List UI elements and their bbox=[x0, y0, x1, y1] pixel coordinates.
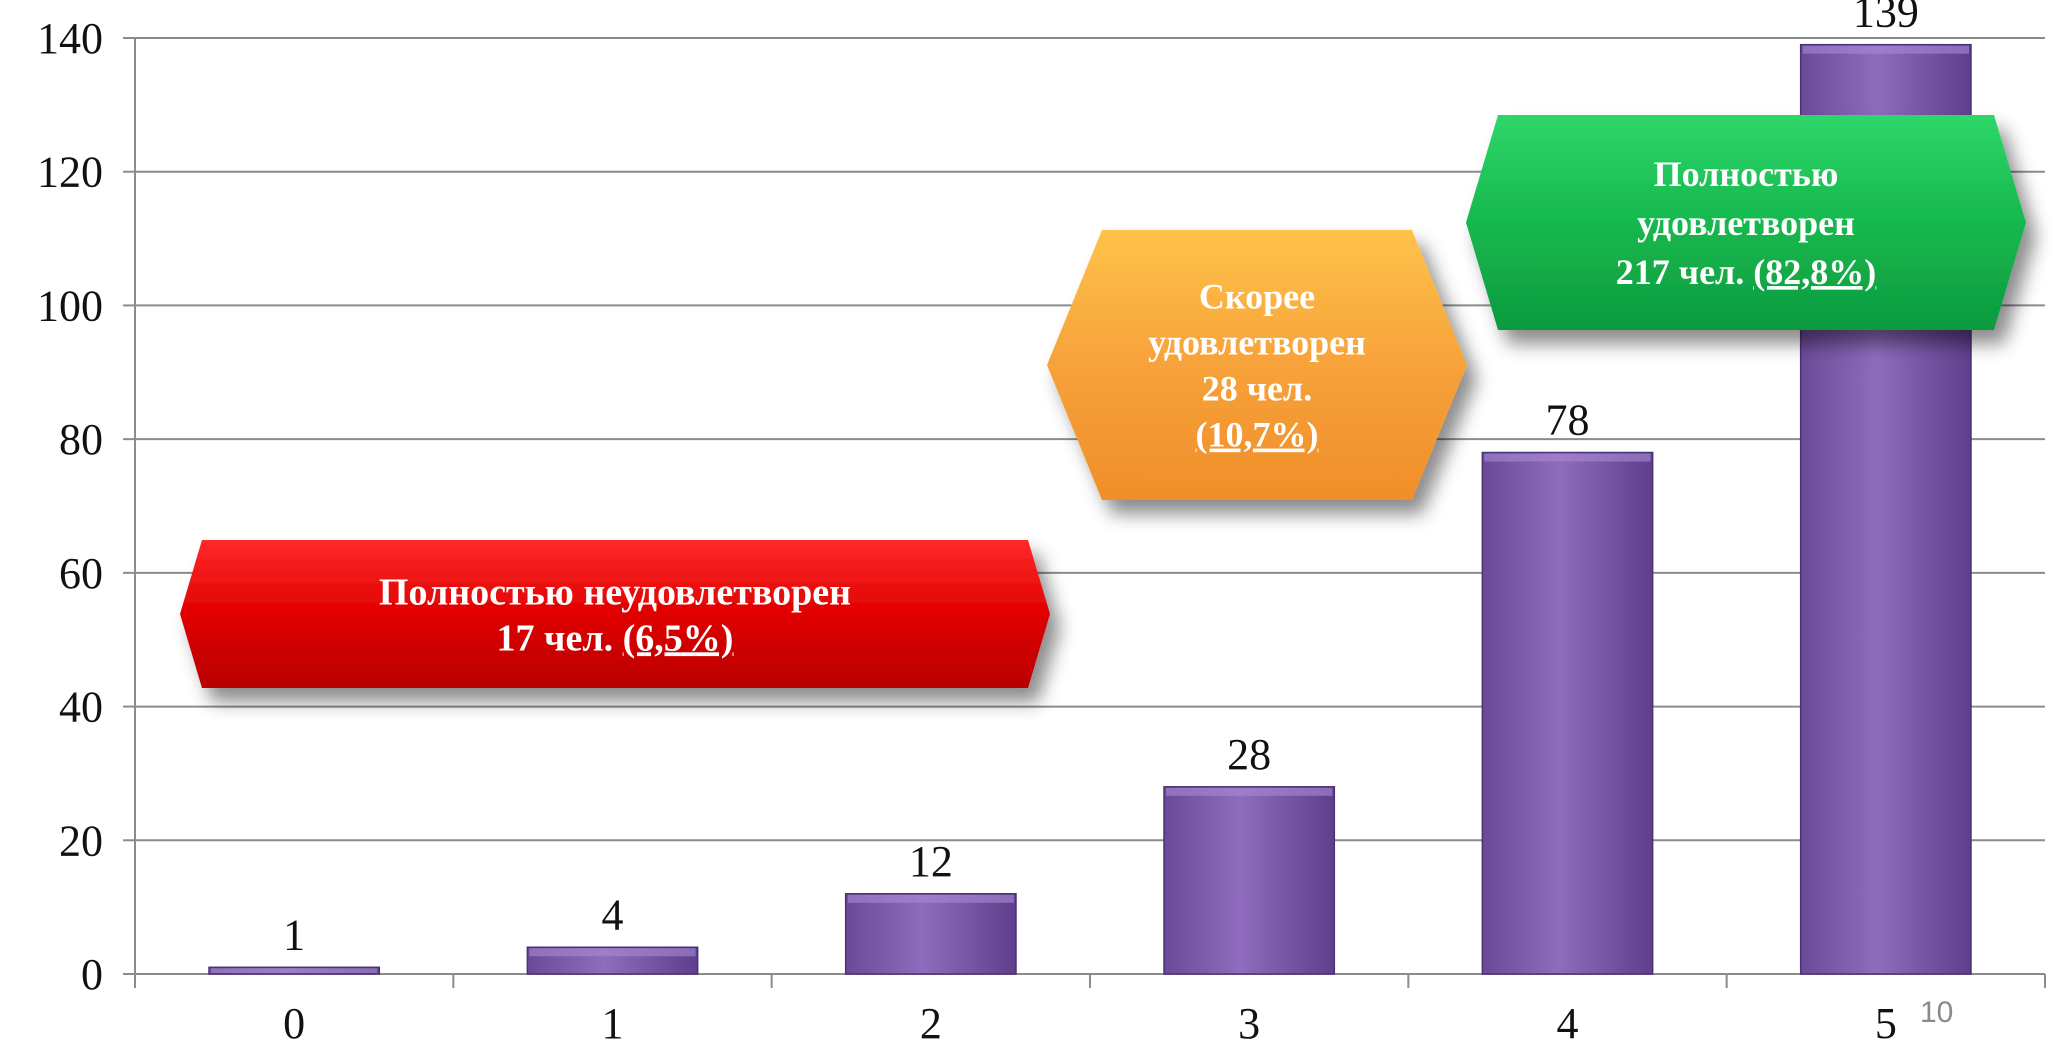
bar bbox=[1163, 786, 1336, 975]
bar-highlight bbox=[847, 894, 1014, 903]
annotation-fully-satisfied bbox=[1466, 115, 2026, 330]
callout-text-line: удовлетворен bbox=[1637, 203, 1855, 243]
bar bbox=[844, 893, 1017, 975]
data-label: 28 bbox=[1227, 730, 1271, 779]
callout-text-line: 28 чел. bbox=[1202, 369, 1312, 409]
callout-text-line: удовлетворен bbox=[1148, 323, 1366, 363]
page-number: 10 bbox=[1920, 996, 1954, 1029]
x-tick-label: 4 bbox=[1557, 999, 1579, 1048]
y-tick-label: 40 bbox=[59, 683, 103, 732]
y-tick-label: 120 bbox=[37, 148, 103, 197]
bar bbox=[1481, 451, 1654, 975]
bar-highlight bbox=[1484, 453, 1651, 462]
annotation-fully-dissatisfied bbox=[180, 540, 1050, 688]
callout-text-line: Скорее bbox=[1199, 277, 1315, 317]
x-tick-label: 1 bbox=[602, 999, 624, 1048]
y-tick-label: 0 bbox=[81, 950, 103, 999]
data-labels: 1 4 12 28 78 139 bbox=[283, 0, 1919, 959]
y-tick-label: 20 bbox=[59, 816, 103, 865]
x-tick-label: 3 bbox=[1238, 999, 1260, 1048]
annotation-rather-satisfied bbox=[1047, 230, 1467, 500]
y-tick-label: 140 bbox=[37, 14, 103, 63]
bar-highlight bbox=[529, 948, 696, 957]
callout-text-line: Полностью bbox=[1654, 154, 1839, 194]
bar-highlight bbox=[1802, 45, 1969, 54]
y-tick-label: 80 bbox=[59, 415, 103, 464]
y-tick-label: 100 bbox=[37, 281, 103, 330]
callout-text-line: Полностью неудовлетворен bbox=[379, 571, 851, 613]
callout-shape bbox=[1047, 230, 1467, 500]
x-tick-label: 0 bbox=[283, 999, 305, 1048]
callout-shape bbox=[1466, 115, 2026, 330]
x-tick-label: 5 bbox=[1875, 999, 1897, 1048]
data-label: 139 bbox=[1853, 0, 1919, 37]
bar-highlight bbox=[211, 968, 378, 973]
callout-text-line: 217 чел. (82,8%) bbox=[1616, 252, 1876, 292]
data-label: 4 bbox=[602, 890, 624, 939]
callout-shape bbox=[180, 540, 1050, 688]
data-label: 12 bbox=[909, 837, 953, 886]
bar-highlight bbox=[1166, 787, 1333, 796]
data-label: 1 bbox=[283, 910, 305, 959]
data-label: 78 bbox=[1546, 396, 1590, 445]
callout-text-line: 17 чел. (6,5%) bbox=[497, 617, 734, 659]
callout-text-line: (10,7%) bbox=[1196, 415, 1319, 455]
y-tick-label: 60 bbox=[59, 549, 103, 598]
x-tick-label: 2 bbox=[920, 999, 942, 1048]
